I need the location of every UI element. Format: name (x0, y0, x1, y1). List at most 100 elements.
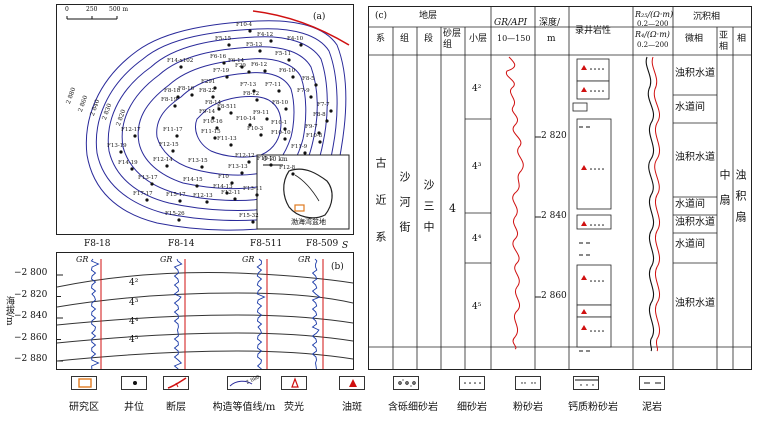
well-dot (251, 220, 255, 224)
micro-facies-value: 水道间 (675, 199, 705, 210)
well-label: F8-18 (164, 88, 181, 94)
depth-label: 2 860 (541, 291, 567, 301)
well-label: F12-12 (235, 153, 255, 159)
depth-unit: m (547, 34, 556, 44)
panel-b-tag: (b) (331, 262, 344, 272)
oil-spot-icon (339, 376, 365, 390)
well-label: F6-14 (228, 58, 245, 64)
well-label: F7-13 (240, 82, 257, 88)
well-dot (225, 191, 229, 195)
legend-label: 构造等值线/m (212, 402, 276, 413)
panel-a-tag: (a) (313, 12, 326, 22)
well-dot (252, 89, 256, 93)
res-header-1: R₂₅/(Ω·m) (635, 10, 674, 19)
sand-dot (594, 330, 596, 332)
well-dot (240, 65, 244, 69)
depth-header: 深度/ (539, 18, 561, 28)
well-label: F10-10 (271, 130, 291, 136)
sand-dot (602, 330, 604, 332)
well-dot (277, 89, 281, 93)
facies-header: 沉积相 (693, 12, 721, 22)
well-dot (173, 104, 177, 108)
legend-item: 细砂岩 (454, 376, 490, 418)
lith-mudstone (572, 102, 588, 112)
mudstone-icon (639, 376, 665, 390)
scale-zero: 0 (65, 6, 69, 13)
well-label: F7-11 (265, 82, 282, 88)
sand-dot (602, 90, 604, 92)
res-header-2: R₄/(Ω·m) (635, 30, 670, 39)
fluorescence-icon (281, 376, 307, 390)
well-dot (145, 198, 149, 202)
micro-facies-value: 浊积水道 (675, 68, 715, 79)
gr-log-curve (90, 258, 100, 369)
well-label: F6-16 (210, 54, 227, 60)
resistivity-r4-curve (645, 56, 655, 352)
contour-line (195, 96, 282, 158)
well-label: F11-15 (201, 129, 221, 135)
well-label: F15-17 (166, 192, 186, 198)
facies-value: 浊积扇 (734, 169, 747, 232)
sublayer-value: 4³ (472, 162, 482, 172)
well-label: F12-14 (153, 157, 173, 163)
well-label: F4-12 (257, 32, 274, 38)
well-dot (258, 49, 262, 53)
well-dot (211, 116, 215, 120)
sand-dot (590, 90, 592, 92)
well-label: F10-2 (257, 156, 274, 162)
well-dot (225, 75, 229, 79)
sand-dot (590, 168, 592, 170)
col-system: 系 (376, 34, 386, 44)
well-label: F8-8 (313, 112, 326, 118)
well-dot (179, 65, 183, 69)
well-label: F12-8 (279, 165, 296, 171)
structure-contour-map (66, 10, 350, 231)
well-dot (269, 39, 273, 43)
legend-label: 井位 (124, 402, 144, 413)
well-label: F7-9 (297, 88, 310, 94)
layer-label: 4⁵ (129, 335, 139, 345)
legend-label: 含砾细砂岩 (388, 402, 438, 413)
layer-boundary (57, 350, 353, 362)
sand-dot (594, 168, 596, 170)
depth-label: 2 820 (541, 131, 567, 141)
sand-dot (598, 68, 600, 70)
well-dot (314, 83, 318, 87)
legend-item: 钙质粉砂岩 (568, 376, 618, 418)
well-label: F5-13 (246, 42, 263, 48)
well-icon (121, 376, 147, 390)
layer-label: 4² (129, 278, 139, 288)
sand-dot (602, 68, 604, 70)
scale-end: 500 m (109, 6, 129, 13)
layer-label: 4³ (129, 298, 139, 308)
panel-b-direction: S (342, 241, 349, 251)
well-dot (299, 43, 303, 47)
y-tick-label: −2 820 (14, 289, 48, 300)
well-label: F13-17 (138, 175, 158, 181)
well-dot (283, 127, 287, 131)
well-label: F14-19 (118, 160, 138, 166)
micro-facies-value: 浊积水道 (675, 298, 715, 309)
well-label: F17-17 (133, 191, 153, 197)
well-dot (171, 149, 175, 153)
oil-spot-mark (581, 221, 587, 226)
well-label: F14-15 (183, 177, 203, 183)
well-dot (303, 151, 307, 155)
well-dot (200, 165, 204, 169)
well-label: F10-14 (236, 116, 256, 122)
well-label: F7-7 (317, 102, 330, 108)
section-well-label: F8-14 (168, 239, 195, 249)
legend-label: 粉砂岩 (513, 402, 543, 413)
well-label: F7-19 (213, 68, 230, 74)
legend-item: 粉砂岩 (510, 376, 546, 418)
well-dot (255, 98, 259, 102)
depth-label: 2 840 (541, 211, 567, 221)
legend-item: 泥岩 (634, 376, 670, 418)
section-well-label: F8-511 (250, 239, 283, 249)
oil-spot-mark (581, 87, 587, 92)
well-dot (217, 107, 221, 111)
sand-dot (594, 68, 596, 70)
scale-mid: 250 (86, 6, 98, 13)
well-label: F8-14 (205, 100, 222, 106)
inset-scale: 0 10 km (263, 156, 288, 163)
